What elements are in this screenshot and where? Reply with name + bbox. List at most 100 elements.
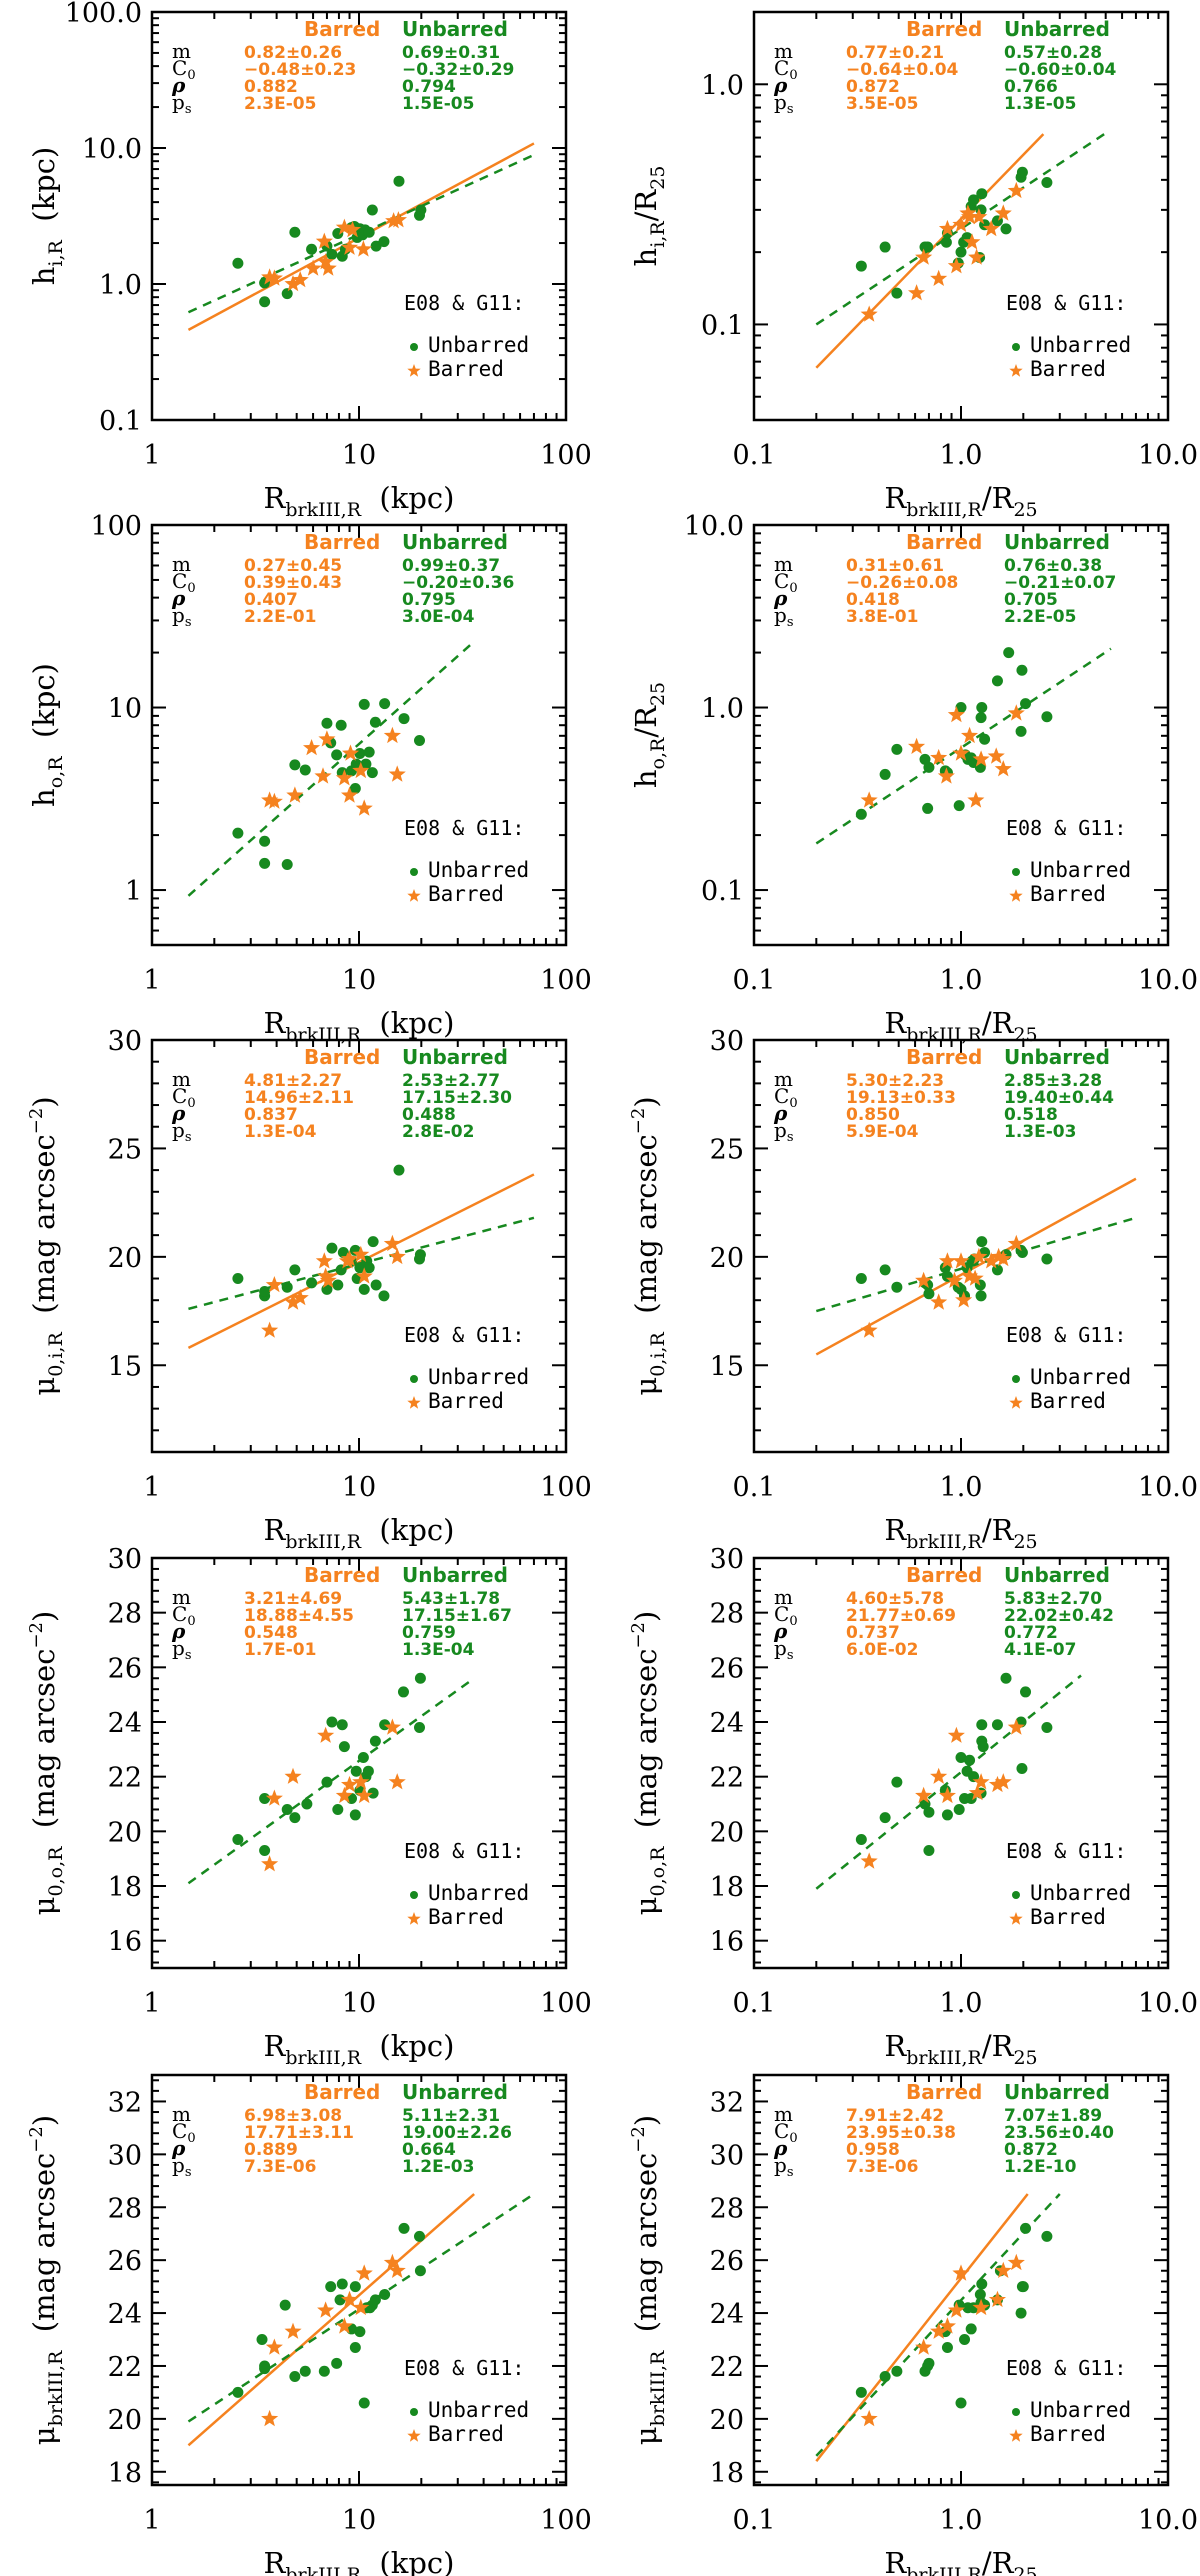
stat-barred-value: 5.9E-04: [846, 1122, 919, 1142]
stat-unbarred-value: 1.2E-10: [1004, 2157, 1077, 2177]
point-barred: [388, 765, 406, 782]
point-unbarred: [855, 808, 867, 820]
point-unbarred: [397, 1686, 409, 1698]
y-tick-label: 1.0: [99, 270, 142, 301]
stat-unbarred-value: 7.07±1.89: [1004, 2106, 1102, 2126]
point-barred: [987, 747, 1005, 764]
y-tick-label: 26: [710, 1653, 744, 1684]
point-unbarred: [1020, 1686, 1032, 1698]
point-unbarred: [955, 246, 967, 258]
point-unbarred: [953, 1803, 965, 1815]
point-unbarred: [326, 248, 338, 260]
point-barred: [945, 1271, 963, 1288]
y-tick-label: 0.1: [701, 310, 744, 341]
stat-unbarred-value: −0.32±0.29: [402, 60, 514, 80]
y-tick-label: 10.0: [684, 511, 744, 542]
stat-unbarred-value: 17.15±1.67: [402, 1606, 512, 1626]
point-barred: [352, 1773, 370, 1790]
stat-barred-value: −0.48±0.23: [244, 60, 356, 80]
stat-unbarred-value: −0.21±0.07: [1004, 573, 1116, 593]
point-barred: [261, 2409, 279, 2427]
point-barred: [343, 220, 361, 238]
point-unbarred: [378, 236, 390, 248]
stat-barred-value: 19.13±0.33: [846, 1088, 956, 1108]
point-barred: [284, 275, 302, 292]
point-barred: [952, 215, 970, 233]
x-tick-label: 1: [143, 1472, 160, 1503]
y-tick-label: 28: [710, 1599, 744, 1630]
point-barred: [315, 1252, 333, 1269]
point-barred: [988, 2290, 1006, 2308]
legend-title: E08 & G11:: [404, 816, 524, 840]
point-unbarred: [1016, 1762, 1028, 1774]
x-tick-label: 1: [143, 965, 160, 996]
x-tick-label: 10.0: [1138, 1472, 1198, 1503]
point-unbarred: [289, 1812, 301, 1824]
point-barred: [286, 786, 304, 803]
point-barred: [930, 269, 948, 286]
point-barred: [352, 1245, 370, 1262]
legend-marker-unbarred: [410, 1375, 418, 1383]
point-barred: [284, 2322, 302, 2339]
x-tick-label: 10: [342, 1988, 376, 2019]
point-barred: [319, 259, 337, 276]
point-barred: [994, 204, 1012, 221]
point-unbarred: [964, 1754, 976, 1766]
point-unbarred: [369, 2294, 381, 2306]
y-tick-label: 18: [710, 2458, 744, 2489]
point-barred: [335, 769, 353, 786]
y-axis-label: μbrkIII,R (mag arcsec−2): [26, 2115, 67, 2445]
point-unbarred: [321, 717, 333, 729]
point-unbarred: [855, 1834, 867, 1846]
point-barred: [938, 219, 956, 237]
point-unbarred: [358, 1283, 370, 1295]
point-unbarred: [259, 1844, 271, 1856]
stat-unbarred-value: 4.1E-07: [1004, 1640, 1076, 1660]
stat-unbarred-value: 0.69±0.31: [402, 43, 500, 63]
point-unbarred: [1041, 711, 1053, 723]
legend-label-unbarred: Unbarred: [1030, 333, 1131, 357]
point-barred: [383, 726, 401, 744]
y-tick-label: 25: [710, 1134, 744, 1165]
point-unbarred: [1000, 223, 1012, 235]
point-unbarred: [370, 1279, 382, 1291]
point-barred: [915, 248, 933, 265]
point-barred: [955, 1291, 973, 1308]
stat-unbarred-value: 0.872: [1004, 2140, 1058, 2160]
legend-title: E08 & G11:: [404, 291, 524, 315]
x-axis-label: RbrkIII,R (kpc): [264, 2546, 455, 2576]
point-barred: [860, 1852, 878, 1869]
stats-header-barred: Barred: [304, 1563, 380, 1587]
point-unbarred: [965, 2323, 977, 2335]
point-unbarred: [259, 1793, 271, 1805]
legend-marker-barred: [407, 364, 421, 377]
legend-label-unbarred: Unbarred: [428, 333, 529, 357]
stat-key-0: m: [774, 552, 793, 576]
point-unbarred: [879, 1812, 891, 1824]
point-unbarred: [299, 764, 311, 776]
point-barred: [261, 1855, 279, 1872]
point-barred: [930, 1767, 948, 1784]
fit-line-unbarred: [187, 1677, 475, 1885]
stat-unbarred-value: 22.02±0.42: [1004, 1606, 1114, 1626]
point-unbarred: [991, 675, 1003, 687]
y-tick-label: 24: [710, 1708, 744, 1739]
point-barred: [982, 219, 1000, 237]
point-unbarred: [335, 719, 347, 731]
point-unbarred: [879, 1264, 891, 1276]
stats-header-barred: Barred: [304, 17, 380, 41]
y-tick-label: 100.0: [65, 0, 142, 29]
stats-header-unbarred: Unbarred: [402, 2080, 508, 2104]
y-axis-label: hi,R (kpc): [27, 147, 67, 286]
x-tick-label: 10.0: [1138, 1988, 1198, 2019]
x-tick-label: 100: [540, 2505, 592, 2536]
x-axis-label: RbrkIII,R/R25: [884, 1513, 1037, 1553]
y-tick-label: 18: [710, 1872, 744, 1903]
stat-key-3: ps: [774, 603, 793, 630]
point-unbarred: [281, 288, 293, 300]
point-barred: [265, 1276, 283, 1293]
point-unbarred: [326, 1242, 338, 1254]
stat-unbarred-value: 3.0E-04: [402, 607, 475, 627]
point-unbarred: [414, 2265, 426, 2277]
stat-key-2: ρ: [773, 1619, 788, 1643]
